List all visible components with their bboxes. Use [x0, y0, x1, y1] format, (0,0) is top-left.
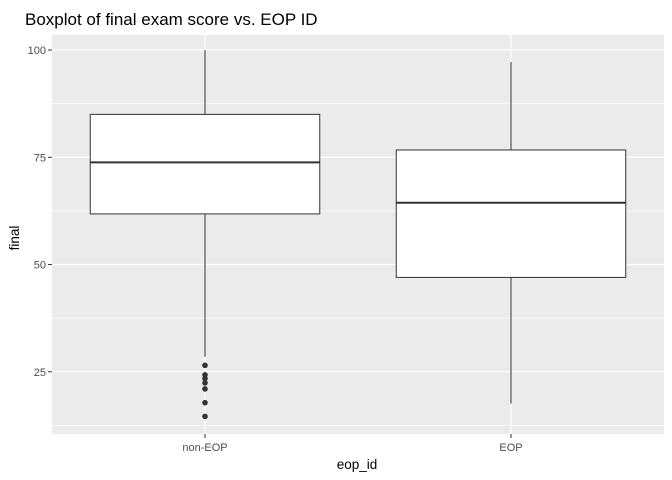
y-axis-title: final [7, 226, 22, 251]
x-tick-label: EOP [499, 442, 522, 454]
boxes-layer [89, 50, 627, 420]
chart-title: Boxplot of final exam score vs. EOP ID [25, 10, 318, 29]
y-tick-label: 50 [34, 260, 46, 272]
y-axis: 25 50 75 100 [28, 45, 52, 379]
y-tick-label: 75 [34, 152, 46, 164]
outlier-point [202, 413, 208, 420]
y-tick-label: 25 [34, 367, 46, 379]
outlier-point [202, 380, 208, 386]
outlier-point [202, 371, 208, 378]
box-non-eop [89, 50, 321, 420]
box-iqr [89, 113, 321, 215]
outlier-point [202, 362, 208, 369]
y-tick-label: 100 [28, 45, 46, 57]
outlier-point [202, 399, 208, 406]
x-axis: non-EOP EOP [182, 434, 523, 454]
box-iqr [395, 149, 627, 278]
x-axis-title: eop_id [337, 457, 378, 472]
x-tick-label: non-EOP [182, 442, 227, 454]
outlier-point [202, 375, 208, 382]
outlier-point [202, 386, 208, 392]
box-eop [395, 62, 627, 404]
